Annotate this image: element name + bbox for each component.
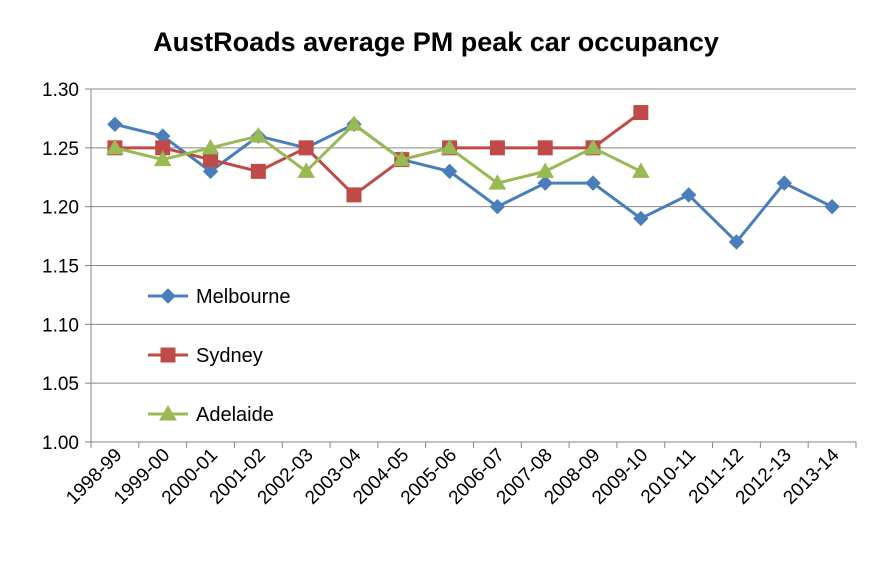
- y-axis-ticks: 1.00 1.05 1.10 1.15 1.20 1.25 1.30: [42, 80, 79, 454]
- diamond-marker: [441, 163, 458, 180]
- square-marker: [203, 152, 219, 168]
- legend-label: Melbourne: [196, 286, 291, 308]
- diamond-marker: [824, 198, 840, 215]
- square-marker: [160, 347, 176, 363]
- triangle-marker: [159, 404, 177, 421]
- series-line: [114, 122, 642, 185]
- square-marker: [633, 105, 649, 121]
- chart-title: AustRoads average PM peak car occupancy: [153, 27, 719, 57]
- series-line: [114, 111, 642, 197]
- square-marker: [489, 140, 505, 156]
- y-tick-label: 1.10: [42, 315, 79, 336]
- triangle-marker: [584, 138, 602, 155]
- diamond-marker: [489, 198, 506, 215]
- y-tick-label: 1.30: [42, 80, 79, 101]
- y-tick-label: 1.25: [42, 139, 79, 160]
- diamond-marker: [585, 175, 601, 191]
- square-marker: [346, 187, 362, 203]
- square-marker: [250, 163, 266, 179]
- diamond-marker: [537, 175, 553, 191]
- y-tick-label: 1.05: [42, 374, 79, 395]
- legend-label: Sydney: [196, 345, 263, 367]
- triangle-marker: [297, 162, 316, 178]
- triangle-marker: [153, 150, 172, 167]
- square-marker: [298, 140, 314, 156]
- triangle-marker: [345, 115, 363, 131]
- legend: Melbourne Sydney Adelaide: [148, 286, 291, 426]
- legend-item-sydney: Sydney: [148, 345, 263, 367]
- triangle-marker: [488, 174, 507, 190]
- triangle-marker: [201, 138, 220, 155]
- series-line: [114, 122, 833, 244]
- triangle-marker: [106, 138, 124, 155]
- triangle-marker: [249, 127, 268, 143]
- y-tick-label: 1.20: [42, 198, 79, 219]
- diamond-marker: [680, 187, 697, 203]
- diamond-marker: [633, 210, 649, 227]
- legend-item-adelaide: Adelaide: [148, 404, 274, 426]
- diamond-marker: [107, 116, 123, 133]
- triangle-marker: [536, 162, 555, 178]
- diamond-marker: [202, 163, 219, 180]
- series-melbourne: [107, 116, 840, 250]
- square-marker: [537, 140, 553, 156]
- x-axis-ticks: 1998-991999-002000-012001-022002-032003-…: [62, 444, 844, 508]
- triangle-marker: [392, 150, 411, 167]
- gridlines: [85, 88, 857, 448]
- series-layer: [106, 105, 840, 250]
- diamond-marker: [160, 288, 176, 304]
- series-adelaide: [106, 115, 650, 190]
- legend-item-melbourne: Melbourne: [148, 286, 291, 308]
- y-tick-label: 1.00: [42, 433, 79, 454]
- triangle-marker: [440, 138, 459, 155]
- diamond-marker: [728, 234, 745, 250]
- legend-label: Adelaide: [196, 404, 274, 426]
- y-tick-label: 1.15: [42, 257, 79, 278]
- diamond-marker: [776, 175, 792, 191]
- triangle-marker: [631, 162, 650, 178]
